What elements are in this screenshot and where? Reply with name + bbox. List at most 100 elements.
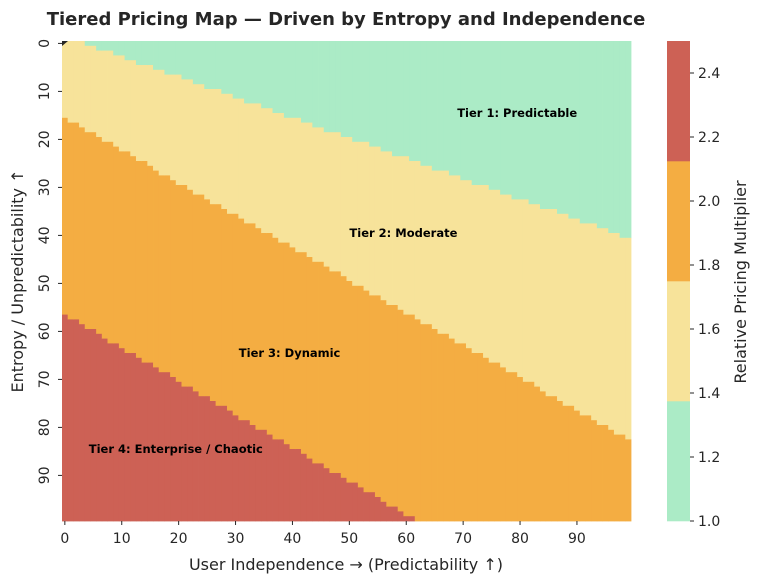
heatmap-column-segment [209,89,217,205]
heatmap-column-segment [312,261,319,464]
heatmap-column-segment [568,405,575,522]
heatmap-column-segment [528,204,535,383]
heatmap-column-segment [135,161,143,359]
colorbar-tick-label: 1.2 [698,450,720,466]
heatmap-column-segment [283,41,290,119]
heatmap-column-segment [539,209,547,392]
heatmap-column-segment [84,41,91,47]
heatmap-column-segment [443,41,450,171]
heatmap-column-segment [397,309,404,512]
heatmap-column-segment [483,41,490,186]
heatmap-column-segment [73,122,80,320]
heatmap-column-segment [551,41,558,210]
heatmap-column-segment [107,50,114,143]
heatmap-column-segment [409,516,416,522]
heatmap-column-segment [522,381,529,522]
heatmap-column-segment [255,41,262,104]
heatmap-column-segment [426,324,433,522]
heatmap-column-segment [329,473,336,522]
heatmap-column-segment [329,41,336,133]
heatmap-column-segment [215,405,222,522]
heatmap-column-segment [437,170,444,335]
heatmap-column-segment [153,367,160,522]
heatmap-column-segment [596,41,603,229]
x-tick-label: 30 [227,531,245,547]
heatmap-column-segment [494,41,501,191]
heatmap-cells [62,41,632,522]
heatmap-column-segment [289,247,296,450]
heatmap-column-segment [209,401,217,522]
heatmap-column-segment [363,41,370,143]
heatmap-column-segment [198,396,205,522]
heatmap-column-segment [113,41,120,56]
heatmap-column-segment [73,319,80,522]
heatmap-column-segment [363,141,370,291]
heatmap-column-segment [175,74,182,186]
heatmap-column-segment [397,41,404,157]
heatmap-column-segment [562,41,569,215]
heatmap-column-segment [84,45,91,133]
heatmap-column-segment [488,362,495,522]
heatmap-column-segment [346,41,353,138]
y-tick-label: 90 [37,466,53,484]
heatmap-column-segment [135,65,143,162]
heatmap-column-segment [517,377,524,522]
heatmap-column-segment [312,463,319,522]
colorbar-tick-label: 1.6 [698,322,720,338]
heatmap-column-segment [591,41,598,224]
heatmap-column-segment [460,180,467,344]
heatmap-column-segment [380,41,387,152]
y-tick-label: 50 [37,274,53,292]
colorbar-label: Relative Pricing Multiplier [731,180,750,384]
heatmap-column-segment [619,41,626,239]
heatmap-column-segment [431,170,438,330]
heatmap-column-segment [283,444,290,522]
heatmap-column-segment [244,223,251,421]
heatmap-column-segment [130,353,137,522]
heatmap-column-segment [101,41,108,51]
heatmap-column-segment [96,137,103,335]
y-tick-label: 30 [37,178,53,196]
tier-annotation: Tier 2: Moderate [349,226,457,240]
heatmap-column-segment [101,50,108,143]
heatmap-column-segment [278,113,285,243]
heatmap-column-segment [153,41,160,71]
heatmap-column-segment [568,41,575,219]
heatmap-column-segment [460,343,467,522]
y-tick-label: 40 [37,226,53,244]
heatmap-column-segment [505,41,512,195]
heatmap-column-segment [158,41,165,71]
heatmap-column-segment [289,449,296,522]
heatmap-column-segment [147,41,154,66]
heatmap-column-segment [141,161,148,363]
heatmap-column-segment [340,477,347,522]
heatmap-column-segment [403,314,410,517]
heatmap-column-segment [380,300,387,503]
heatmap-column-segment [528,381,535,522]
heatmap-column-segment [181,386,188,522]
colorbar-tick-label: 2.0 [698,194,720,210]
heatmap-column-segment [414,319,421,522]
colorbar-tick-label: 2.2 [698,130,720,146]
heatmap-column-segment [79,324,86,522]
heatmap-column-segment [113,55,120,147]
heatmap-column-segment [187,386,194,522]
x-tick-label: 10 [113,531,131,547]
colorbar-tick-label: 1.0 [698,514,720,530]
heatmap-column-segment [465,41,473,181]
heatmap-column-segment [90,329,97,522]
heatmap-column-segment [363,290,370,493]
heatmap-column-segment [124,151,131,354]
heatmap-column-segment [397,511,404,522]
heatmap-column-segment [323,132,330,267]
heatmap-column-segment [528,41,535,205]
heatmap-column-segment [534,204,541,387]
heatmap-column-segment [420,324,427,522]
x-tick-label: 60 [397,531,415,547]
heatmap-column-segment [124,41,131,61]
heatmap-column-segment [130,41,137,61]
heatmap-column-segment [192,41,199,85]
heatmap-column-segment [505,194,512,373]
heatmap-column-segment [426,165,433,325]
heatmap-column-segment [118,348,125,522]
